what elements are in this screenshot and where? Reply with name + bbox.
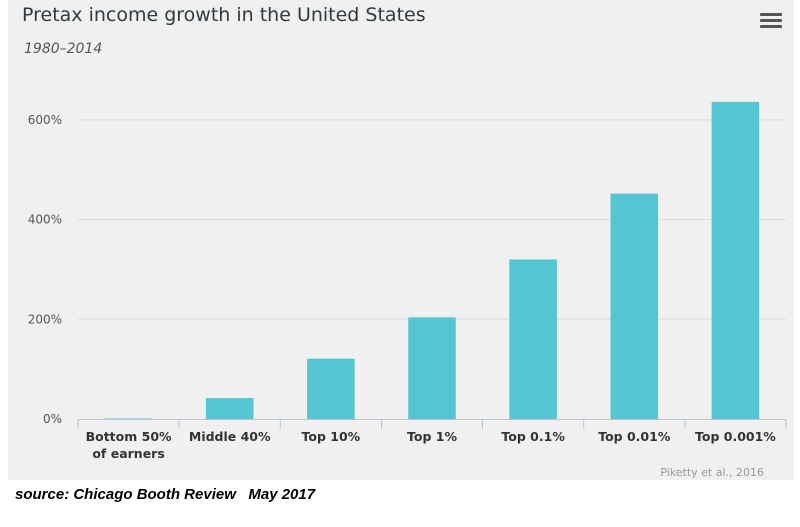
chart-panel	[8, 0, 794, 480]
x-tick-label: Top 0.001%	[695, 429, 776, 444]
bar	[509, 259, 557, 419]
x-tick-label: Middle 40%	[189, 429, 271, 444]
y-tick-label: 0%	[43, 412, 62, 426]
y-tick-label: 400%	[28, 213, 62, 227]
x-tick-label: Top 10%	[302, 429, 361, 444]
bar	[205, 398, 254, 419]
chart-credits: Piketty et al., 2016	[660, 466, 764, 479]
y-tick-label: 600%	[28, 113, 62, 127]
x-tick-label: Bottom 50%	[86, 429, 172, 444]
bar	[408, 317, 456, 419]
x-tick-label: of earners	[92, 446, 164, 461]
bar	[610, 193, 659, 419]
source-note: source: Chicago Booth Review May 2017	[15, 486, 316, 503]
hamburger-menu-icon[interactable]	[760, 13, 782, 33]
bar	[307, 358, 355, 419]
x-tick-label: Top 1%	[407, 429, 457, 444]
chart-subtitle: 1980–2014	[24, 41, 103, 57]
x-tick-label: Top 0.1%	[501, 429, 565, 444]
chart-title: Pretax income growth in the United State…	[22, 4, 426, 26]
y-tick-label: 200%	[28, 312, 62, 326]
x-tick-label: Top 0.01%	[598, 429, 671, 444]
bar	[711, 101, 760, 419]
